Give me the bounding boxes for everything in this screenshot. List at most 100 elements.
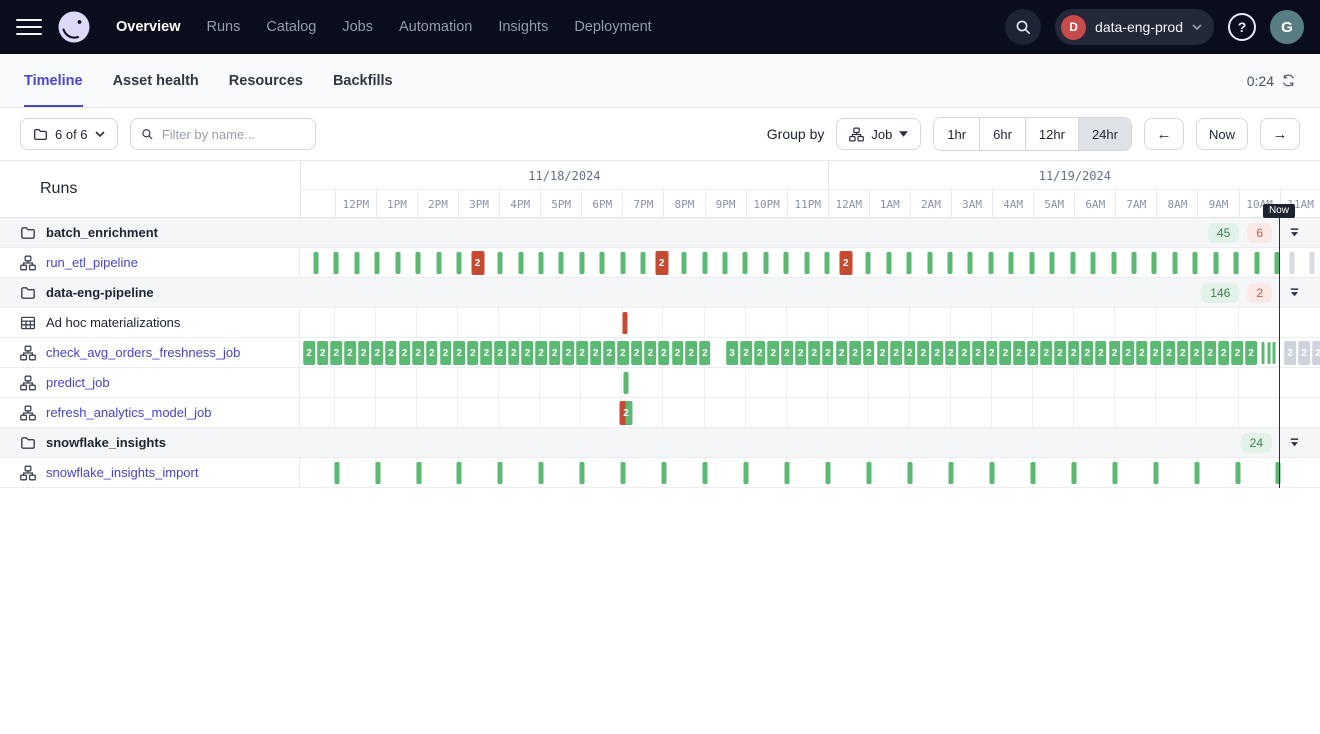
run-tick[interactable] [1152,252,1157,274]
run-block[interactable]: 2 [644,341,656,365]
nav-item-jobs[interactable]: Jobs [342,19,373,35]
run-block[interactable]: 2 [931,341,943,365]
run-block[interactable]: 2 [371,341,383,365]
run-block[interactable]: 2 [1122,341,1134,365]
run-block[interactable]: 2 [1000,341,1012,365]
row-label[interactable]: refresh_analytics_model_job [46,405,211,420]
run-tick[interactable] [580,462,585,484]
run-tick[interactable] [334,252,339,274]
nav-item-runs[interactable]: Runs [207,19,241,35]
run-tick[interactable] [623,372,628,394]
run-block[interactable]: 2 [535,341,547,365]
run-block[interactable]: 2 [699,341,711,365]
run-block[interactable]: 2 [1068,341,1080,365]
run-tick[interactable] [538,252,543,274]
collapse-caret-icon[interactable] [1280,221,1308,245]
run-block[interactable]: 2 [549,341,561,365]
run-block[interactable]: 2 [1218,341,1230,365]
collapse-caret-icon[interactable] [1280,281,1308,305]
run-tick[interactable] [886,252,891,274]
run-tick[interactable] [682,252,687,274]
run-tick[interactable] [723,252,728,274]
run-block[interactable]: 2 [986,341,998,365]
row-label[interactable]: check_avg_orders_freshness_job [46,345,240,360]
run-tick[interactable] [1235,462,1240,484]
run-tick[interactable] [989,462,994,484]
run-tick[interactable] [702,252,707,274]
run-tick[interactable] [620,252,625,274]
run-tick[interactable] [518,252,523,274]
row-label[interactable]: batch_enrichment [46,225,158,240]
run-tick[interactable] [784,252,789,274]
run-tick[interactable] [457,462,462,484]
run-block[interactable]: 2 [494,341,506,365]
group-by-select[interactable]: Job [836,118,921,150]
run-block[interactable]: 2 [972,341,984,365]
run-tick[interactable] [1029,252,1034,274]
row-label[interactable]: predict_job [46,375,110,390]
run-tick[interactable] [559,252,564,274]
run-block[interactable]: 2 [631,341,643,365]
range-12hr-button[interactable]: 12hr [1025,118,1078,150]
avatar[interactable]: G [1270,10,1304,44]
run-block[interactable]: 2 [945,341,957,365]
run-tick[interactable] [826,462,831,484]
run-tick[interactable] [703,462,708,484]
run-block[interactable]: 2 [604,341,616,365]
run-tick[interactable] [498,252,503,274]
run-tick[interactable] [1091,252,1096,274]
run-block-mixed[interactable]: 2 [620,401,633,425]
run-block[interactable]: 2 [1054,341,1066,365]
run-block[interactable]: 2 [863,341,875,365]
nav-item-deployment[interactable]: Deployment [574,19,651,35]
run-block[interactable]: 2 [317,341,329,365]
run-block[interactable]: 2 [808,341,820,365]
run-block[interactable]: 2 [1163,341,1175,365]
run-tick[interactable] [1050,252,1055,274]
prev-range-button[interactable]: ← [1144,118,1184,150]
run-block[interactable]: 2 [412,341,424,365]
run-tick[interactable] [395,252,400,274]
run-block[interactable]: 2 [849,341,861,365]
range-1hr-button[interactable]: 1hr [934,118,979,150]
run-block[interactable]: 2 [471,251,484,275]
run-tick[interactable] [375,462,380,484]
tab-backfills[interactable]: Backfills [333,54,393,107]
run-tick[interactable] [907,462,912,484]
run-block[interactable]: 2 [1041,341,1053,365]
refresh-icon[interactable] [1281,73,1296,88]
run-block[interactable]: 2 [522,341,534,365]
run-block[interactable]: 2 [1232,341,1244,365]
run-tick[interactable] [1153,462,1158,484]
run-block[interactable]: 2 [440,341,452,365]
menu-icon[interactable] [16,19,42,35]
run-tick[interactable] [804,252,809,274]
tab-asset-health[interactable]: Asset health [113,54,199,107]
run-block[interactable]: 2 [655,251,668,275]
run-tick[interactable] [1273,342,1276,364]
run-block[interactable]: 2 [1136,341,1148,365]
run-block[interactable]: 2 [822,341,834,365]
run-tick[interactable] [662,462,667,484]
run-block[interactable]: 2 [1013,341,1025,365]
run-block[interactable]: 2 [1204,341,1216,365]
dagster-logo-icon[interactable] [56,9,92,45]
run-block[interactable]: 2 [590,341,602,365]
run-tick[interactable] [1254,252,1259,274]
run-block[interactable]: 2 [658,341,670,365]
nav-item-automation[interactable]: Automation [399,19,472,35]
run-tick[interactable] [334,462,339,484]
run-block[interactable]: 2 [467,341,479,365]
run-block[interactable]: 2 [1095,341,1107,365]
tab-resources[interactable]: Resources [229,54,303,107]
run-tick[interactable] [825,252,830,274]
run-block[interactable]: 2 [877,341,889,365]
run-block[interactable]: 2 [399,341,411,365]
nav-item-catalog[interactable]: Catalog [266,19,316,35]
run-tick[interactable] [1071,462,1076,484]
run-tick[interactable] [457,252,462,274]
run-block[interactable]: 2 [1081,341,1093,365]
run-tick[interactable] [988,252,993,274]
run-block[interactable]: 2 [303,341,315,365]
run-tick[interactable] [1234,252,1239,274]
